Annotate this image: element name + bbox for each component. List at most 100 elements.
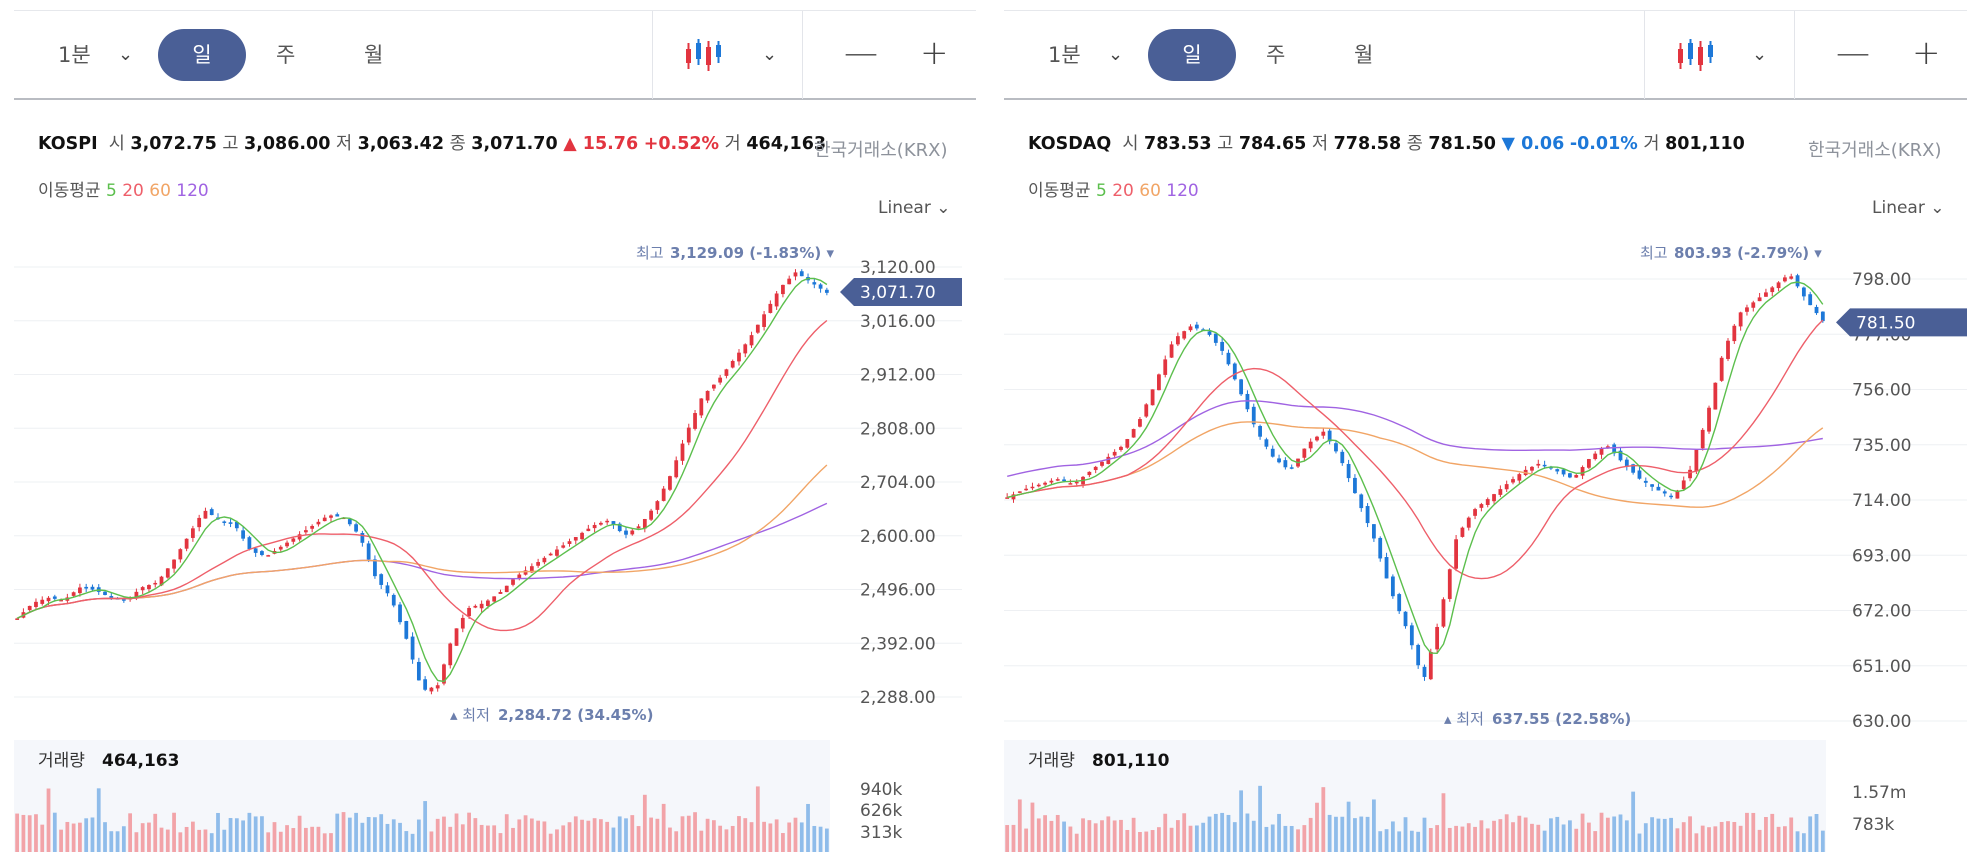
candle-body: [1783, 277, 1787, 282]
candle-body: [228, 522, 233, 524]
tab-day[interactable]: 일: [158, 29, 246, 81]
volume-bar: [793, 817, 798, 852]
volume-bar: [1523, 817, 1528, 852]
candle-body: [27, 605, 32, 611]
tab-week[interactable]: 주: [276, 43, 296, 67]
candle-body: [347, 519, 352, 525]
ma-5[interactable]: 5: [1095, 181, 1107, 201]
zoom-out-button[interactable]: —: [1836, 33, 1870, 73]
ma-60[interactable]: 60: [1139, 181, 1161, 201]
volume-bar: [71, 823, 76, 852]
volume-bar: [1820, 830, 1825, 852]
volume-bar: [1283, 825, 1288, 852]
volume-bar: [1074, 833, 1079, 852]
scale-select[interactable]: Linear ⌄: [878, 198, 951, 218]
candle-body: [1669, 495, 1673, 498]
volume-bar: [586, 820, 591, 852]
tab-day[interactable]: 일: [1148, 29, 1236, 81]
candle-body: [52, 596, 57, 599]
candle-body: [580, 532, 584, 540]
y-tick-label: 3,120.00: [860, 258, 936, 278]
volume-bar: [1789, 817, 1794, 852]
candle-body: [1232, 363, 1237, 380]
candle-body: [768, 303, 773, 313]
candle-body: [1327, 430, 1332, 442]
candle-body: [1713, 382, 1718, 410]
kospi-price-chart[interactable]: 3,120.00 3,016.00 2,912.00 2,808.00 2,704.00…: [0, 0, 962, 858]
candle-body: [1561, 469, 1566, 475]
max-value: 803.93 (-2.79%) ▾: [1674, 244, 1822, 262]
close-value: 3,071.70: [471, 134, 558, 154]
candle-body: [661, 488, 666, 501]
volume-bar: [806, 803, 810, 852]
tab-month[interactable]: 월: [364, 43, 384, 67]
exchange-label: 한국거래소(KRX): [814, 140, 948, 161]
low-label: 저: [1311, 134, 1329, 154]
volume-bar: [153, 813, 158, 852]
volume-bar: [724, 829, 729, 852]
zoom-in-button[interactable]: +: [1912, 33, 1941, 73]
volume-bar: [1182, 813, 1187, 852]
volume-bar: [1485, 828, 1490, 852]
candle-body: [184, 538, 189, 549]
zoom-in-button[interactable]: +: [920, 33, 949, 73]
volume-bar: [303, 827, 308, 852]
volume-bar: [548, 833, 553, 852]
candle-body: [479, 603, 484, 609]
candle-body: [1188, 326, 1193, 331]
volume-bar: [749, 822, 754, 852]
volume-bar: [1106, 816, 1111, 852]
candlestick-icon[interactable]: [1676, 35, 1716, 75]
interval-select[interactable]: 1분: [58, 43, 91, 67]
min-label: ▴ 최저: [1444, 710, 1484, 728]
chart-type-chevron-icon[interactable]: ⌄: [762, 44, 778, 65]
candle-body: [1618, 450, 1623, 461]
candle-body: [297, 534, 302, 540]
candle-body: [1757, 297, 1762, 302]
tab-month[interactable]: 월: [1354, 43, 1374, 67]
candle-body: [1530, 466, 1534, 471]
interval-select[interactable]: 1분: [1048, 43, 1081, 67]
ma-120[interactable]: 120: [1166, 181, 1199, 201]
candle-body: [1498, 489, 1503, 495]
ma-5[interactable]: 5: [105, 181, 117, 201]
volume-bar: [1586, 822, 1591, 852]
zoom-out-button[interactable]: —: [844, 33, 878, 73]
current-price-value: 3,071.70: [860, 283, 936, 303]
chart-type-chevron-icon[interactable]: ⌄: [1752, 44, 1768, 65]
volume-bar: [1315, 802, 1319, 852]
ma-20[interactable]: 20: [122, 181, 144, 201]
volume-bar: [285, 825, 289, 852]
candle-body: [147, 585, 151, 590]
kospi-chart-panel: 1분 ⌄ 일 주 월 ⌄ — + KOSPI 시 3,072.75 고 3,08…: [0, 0, 976, 858]
kosdaq-price-chart[interactable]: 798.00777.00756.00735.00714.00693.00672.…: [1004, 0, 1967, 858]
volume-bar: [1643, 823, 1648, 852]
volume-bar: [1764, 817, 1768, 852]
candle-body: [1150, 389, 1155, 406]
candle-body: [1492, 494, 1496, 502]
volume-bar: [737, 816, 741, 852]
candle-body: [373, 559, 377, 577]
ma-120[interactable]: 120: [176, 181, 209, 201]
candlestick-icon[interactable]: [684, 35, 724, 75]
candle-body: [410, 636, 415, 660]
candle-body: [379, 574, 384, 585]
volume-bar: [197, 829, 202, 852]
chevron-down-icon[interactable]: ⌄: [1108, 44, 1124, 65]
tab-week[interactable]: 주: [1266, 43, 1286, 67]
ma-20[interactable]: 20: [1112, 181, 1134, 201]
ma-60[interactable]: 60: [149, 181, 171, 201]
volume-bar: [705, 818, 710, 852]
y-tick-label: 693.00: [1852, 546, 1911, 566]
volume-bar: [1795, 831, 1800, 852]
volume-bar: [536, 820, 541, 852]
candle-body: [711, 384, 716, 389]
volume-bar: [479, 824, 484, 852]
volume-bar: [1776, 826, 1781, 852]
candle-body: [1466, 517, 1471, 528]
scale-select[interactable]: Linear ⌄: [1872, 198, 1945, 218]
candle-body: [668, 476, 672, 490]
volume-bar: [1100, 820, 1104, 852]
chevron-down-icon[interactable]: ⌄: [118, 44, 134, 65]
low-value: 3,063.42: [357, 134, 445, 154]
